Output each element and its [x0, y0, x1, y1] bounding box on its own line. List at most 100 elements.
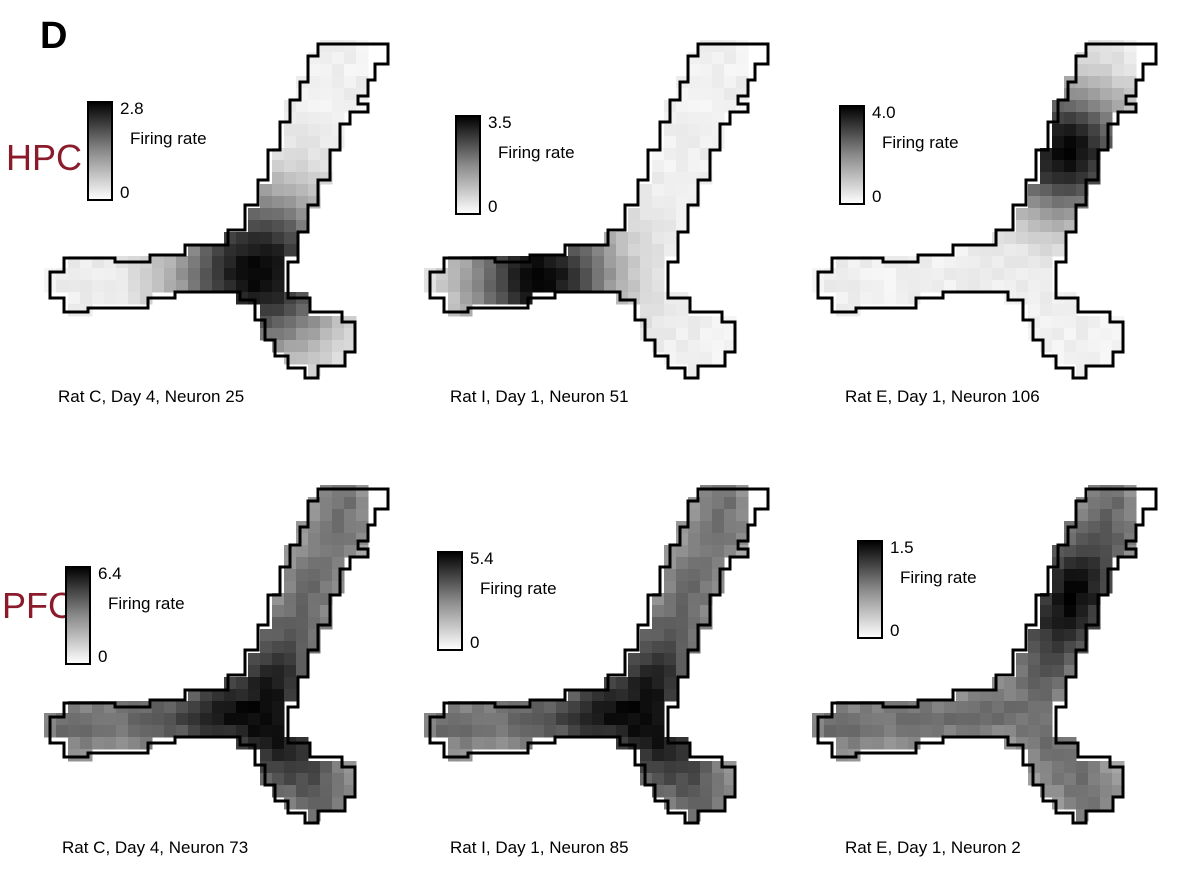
heatmap-cell — [652, 172, 665, 185]
heatmap-cell — [248, 208, 261, 221]
heatmap-cell — [1100, 785, 1113, 798]
heatmap-cell — [1028, 292, 1041, 305]
heatmap-cell — [200, 280, 213, 293]
heatmap-cell — [688, 160, 701, 173]
heatmap-cell — [544, 256, 557, 269]
heatmap-cell — [260, 641, 273, 654]
heatmap-cell — [724, 40, 737, 53]
heatmap-cell — [1076, 533, 1089, 546]
heatmap-cell — [356, 521, 369, 534]
heatmap-cell — [284, 340, 297, 353]
heatmap-cell — [628, 256, 641, 269]
heatmap-cell — [1064, 148, 1077, 161]
heatmap-cell — [104, 280, 117, 293]
heatmap-cell — [1028, 677, 1041, 690]
heatmap-cell — [1076, 64, 1089, 77]
heatmap-cell — [248, 268, 261, 281]
heatmap-cell — [724, 100, 737, 113]
heatmap-cell — [1100, 485, 1113, 498]
heatmap-cell — [920, 725, 933, 738]
heatmap-cell — [1076, 761, 1089, 774]
heatmap-cell — [460, 749, 473, 762]
heatmap-cell — [484, 292, 497, 305]
heatmap-cell — [296, 773, 309, 786]
colorbar-min-label: 0 — [470, 633, 479, 652]
heatmap-cell — [332, 100, 345, 113]
heatmap-cell — [604, 677, 617, 690]
colorbar-title: Firing rate — [882, 133, 959, 152]
heatmap-cell — [604, 280, 617, 293]
heatmap-cell — [896, 737, 909, 750]
heatmap-cell — [1052, 316, 1065, 329]
heatmap-cell — [436, 280, 449, 293]
heatmap-cell — [676, 545, 689, 558]
heatmap-cell — [908, 725, 921, 738]
heatmap-cell — [640, 725, 653, 738]
heatmap-cell — [664, 172, 677, 185]
heatmap-cell — [260, 713, 273, 726]
heatmap-cell — [92, 292, 105, 305]
heatmap-cell — [1028, 701, 1041, 714]
heatmap-cell — [664, 208, 677, 221]
heatmap-cell — [272, 725, 285, 738]
heatmap-cell — [320, 581, 333, 594]
heatmap-cell — [1040, 280, 1053, 293]
heatmap-cell — [1064, 196, 1077, 209]
heatmap-cell — [1076, 509, 1089, 522]
heatmap-cell — [1064, 797, 1077, 810]
heatmap-cell — [1040, 725, 1053, 738]
heatmap-cell — [284, 677, 297, 690]
heatmap-cell — [676, 617, 689, 630]
heatmap-cell — [1004, 725, 1017, 738]
heatmap-cell — [676, 593, 689, 606]
heatmap-cell — [272, 665, 285, 678]
heatmap-cell — [260, 208, 273, 221]
panel-letter: D — [40, 15, 67, 57]
heatmap-cell — [712, 569, 725, 582]
heatmap-cell — [460, 268, 473, 281]
heatmap-cell — [712, 797, 725, 810]
heatmap-cell — [1088, 497, 1101, 510]
heatmap-cell — [1076, 160, 1089, 173]
heatmap-cell — [68, 737, 81, 750]
heatmap-cell — [700, 761, 713, 774]
heatmap-cell — [664, 677, 677, 690]
heatmap-cell — [284, 749, 297, 762]
heatmap-cell — [104, 713, 117, 726]
heatmap-cell — [700, 797, 713, 810]
heatmap-cell — [472, 268, 485, 281]
heatmap-cell — [872, 737, 885, 750]
heatmap-cell — [248, 256, 261, 269]
heatmap-cell — [1052, 232, 1065, 245]
heatmap-cell — [1040, 172, 1053, 185]
heatmap-cell — [284, 196, 297, 209]
heatmap-cell — [676, 773, 689, 786]
colorbar — [857, 540, 883, 639]
heatmap-cell — [932, 268, 945, 281]
heatmap-cell — [724, 785, 737, 798]
colorbar-min-label: 0 — [488, 197, 497, 216]
heatmap-cells — [812, 485, 1137, 822]
heatmap-cell — [1040, 256, 1053, 269]
heatmap-cell — [188, 280, 201, 293]
heatmap-cell — [200, 689, 213, 702]
heatmap-cell — [308, 124, 321, 137]
heatmap-cell — [836, 713, 849, 726]
heatmap-cell — [1112, 497, 1125, 510]
heatmap-cell — [1040, 328, 1053, 341]
heatmap-cell — [676, 653, 689, 666]
heatmap-cell — [1088, 545, 1101, 558]
heatmap-cell — [332, 352, 345, 365]
heatmap-cell — [592, 268, 605, 281]
heatmap-cell — [1040, 304, 1053, 317]
heatmap-cell — [688, 785, 701, 798]
heatmap-cell — [1088, 136, 1101, 149]
heatmap-cell — [1088, 124, 1101, 137]
heatmap-cell — [1088, 797, 1101, 810]
heatmap-cell — [332, 545, 345, 558]
heatmap-cell — [628, 208, 641, 221]
heatmap-cell — [260, 220, 273, 233]
heatmap-cell — [1028, 665, 1041, 678]
colorbar — [87, 101, 113, 201]
heatmap-cell — [1052, 569, 1065, 582]
